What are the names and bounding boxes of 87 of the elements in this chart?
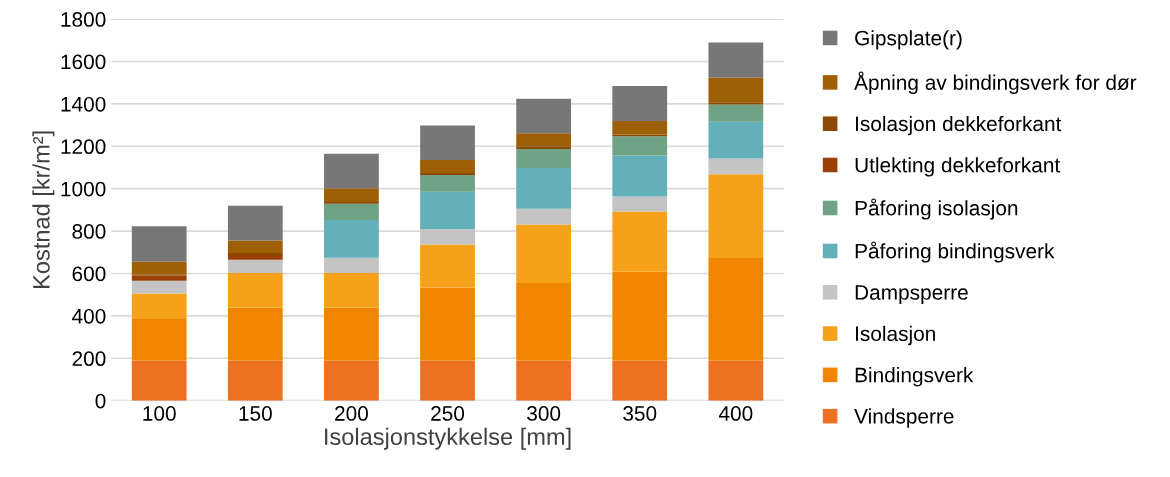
bar bbox=[612, 196, 668, 212]
legend-label: Gipsplate(r) bbox=[855, 30, 962, 50]
x-tick-label: 300 bbox=[527, 406, 561, 421]
bar bbox=[708, 174, 764, 258]
legend-label: Dampsperre bbox=[855, 285, 968, 304]
bar bbox=[324, 203, 379, 221]
legend-label: Bindingsverk bbox=[855, 367, 974, 387]
bar bbox=[708, 158, 764, 175]
y-tick-label: 600 bbox=[72, 266, 106, 282]
bar bbox=[324, 153, 379, 189]
bar bbox=[227, 205, 283, 241]
x-tick-label: 150 bbox=[239, 406, 272, 421]
bar bbox=[612, 136, 668, 156]
bar bbox=[516, 208, 572, 225]
bar bbox=[420, 191, 475, 229]
bar bbox=[612, 211, 668, 272]
bar bbox=[131, 275, 187, 281]
y-tick-label: 1200 bbox=[61, 139, 106, 155]
bar bbox=[516, 98, 572, 134]
bar bbox=[324, 307, 379, 361]
bar bbox=[420, 244, 475, 288]
bar bbox=[516, 167, 572, 209]
bar bbox=[227, 307, 283, 361]
legend-label: Påforing isolasjon bbox=[855, 198, 1018, 220]
bar bbox=[131, 280, 187, 294]
bar bbox=[131, 360, 187, 401]
x-tick-label: 350 bbox=[623, 406, 657, 421]
x-tick-label: 100 bbox=[143, 406, 176, 421]
bar bbox=[420, 172, 475, 176]
bar bbox=[131, 226, 187, 262]
bar bbox=[708, 77, 764, 103]
x-tick-label: 250 bbox=[431, 406, 465, 421]
bar bbox=[324, 188, 379, 203]
bar bbox=[131, 293, 187, 320]
bar bbox=[516, 224, 572, 284]
legend-label: Utlekting dekkeforkant bbox=[855, 157, 1061, 177]
bar bbox=[516, 133, 572, 147]
bar bbox=[420, 125, 475, 161]
bar bbox=[612, 121, 668, 135]
y-tick-label: 1400 bbox=[61, 96, 106, 112]
bar bbox=[708, 102, 764, 105]
bar bbox=[227, 273, 283, 308]
bar bbox=[324, 360, 379, 401]
bar bbox=[324, 257, 379, 274]
bar bbox=[516, 149, 572, 168]
bar bbox=[227, 252, 283, 256]
bar bbox=[708, 360, 764, 401]
x-axis-title: Isolasjonstykkelse [mm] bbox=[325, 427, 571, 450]
bar bbox=[708, 121, 764, 159]
bar bbox=[227, 240, 283, 253]
y-tick-label: 0 bbox=[95, 393, 106, 409]
y-tick-label: 200 bbox=[72, 351, 106, 367]
y-tick-label: 1800 bbox=[61, 12, 106, 27]
bar bbox=[612, 155, 668, 197]
bar bbox=[420, 160, 475, 173]
bar bbox=[516, 283, 572, 361]
y-tick-label: 400 bbox=[72, 308, 106, 324]
bar bbox=[420, 175, 475, 192]
bar bbox=[227, 259, 283, 274]
legend-label: Isolasjon dekkeforkant bbox=[856, 115, 1062, 136]
legend-label: Isolasjon bbox=[856, 325, 935, 346]
y-tick-label: 1600 bbox=[61, 54, 106, 70]
bar bbox=[324, 220, 379, 258]
bar bbox=[420, 360, 475, 401]
bar bbox=[227, 360, 283, 401]
bar bbox=[516, 146, 572, 150]
y-axis-title: Kostnad [kr/m²] bbox=[32, 131, 55, 288]
x-tick-label: 400 bbox=[718, 406, 753, 421]
legend-label: Påforing bindingsverk bbox=[855, 241, 1055, 263]
bar bbox=[612, 271, 668, 361]
bar bbox=[612, 86, 668, 122]
legend-label: Åpning av bindingsverk for dør bbox=[854, 71, 1137, 95]
bar bbox=[420, 287, 475, 361]
bar bbox=[516, 360, 572, 401]
bar bbox=[612, 360, 668, 401]
bar bbox=[227, 255, 283, 260]
bar bbox=[420, 228, 475, 245]
bar bbox=[708, 104, 764, 122]
y-tick-label: 1000 bbox=[61, 181, 106, 197]
legend-label: Vindsperre bbox=[854, 408, 954, 428]
y-tick-label: 800 bbox=[72, 224, 106, 239]
bar bbox=[324, 273, 379, 308]
x-tick-label: 200 bbox=[335, 406, 368, 421]
bar bbox=[708, 258, 764, 361]
bar bbox=[131, 319, 187, 361]
bar bbox=[131, 261, 187, 275]
bar bbox=[708, 42, 764, 78]
